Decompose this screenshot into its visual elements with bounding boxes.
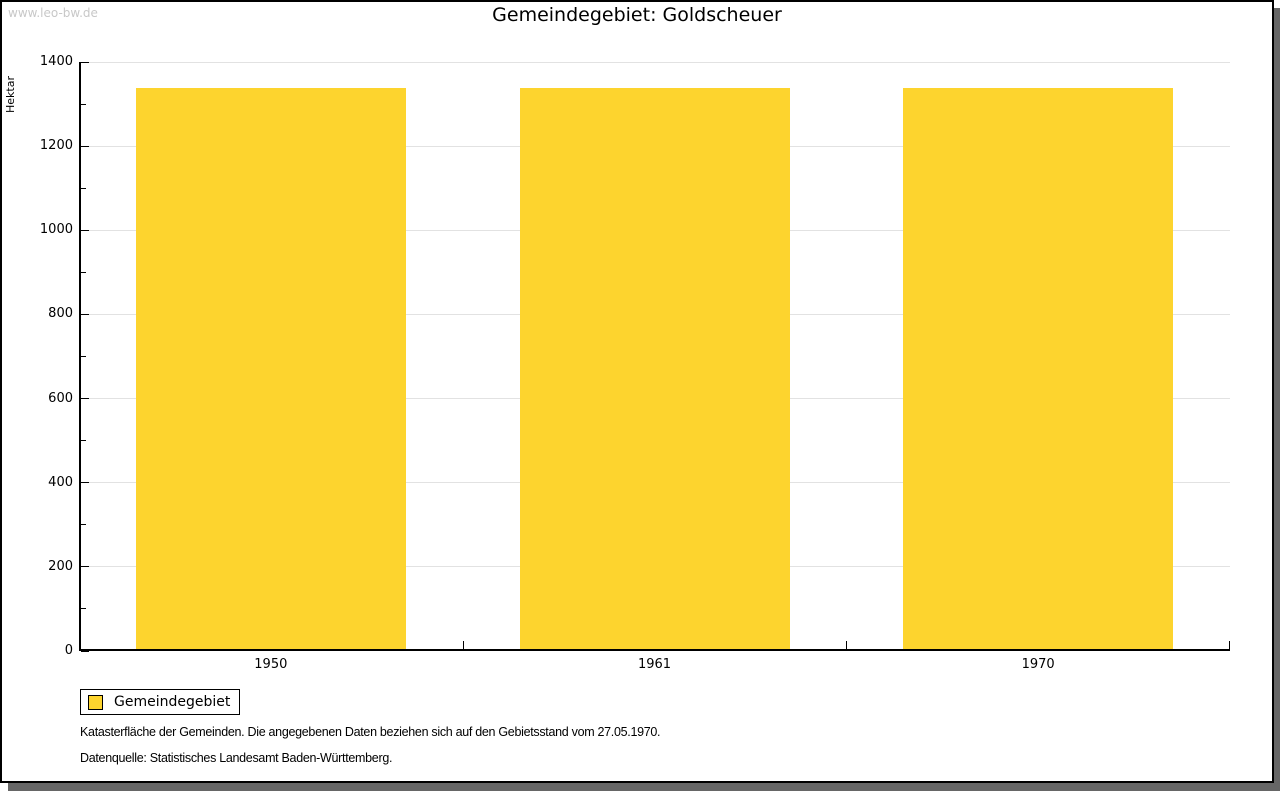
y-tick-1300 <box>81 103 86 105</box>
y-tick-800 <box>81 313 89 315</box>
watermark: www.leo-bw.de <box>8 6 98 20</box>
y-tick-label-1400: 1400 <box>39 54 73 69</box>
footnote-source-note: Katasterfläche der Gemeinden. Die angege… <box>80 725 661 739</box>
x-tick-label-1961: 1961 <box>637 657 672 672</box>
legend-swatch <box>88 694 103 710</box>
y-tick-300 <box>81 524 86 526</box>
x-boundary-tick-1 <box>462 641 464 649</box>
legend: Gemeindegebiet <box>80 689 241 715</box>
y-tick-label-0: 0 <box>64 643 73 658</box>
y-tick-400 <box>81 482 89 484</box>
y-tick-label-800: 800 <box>48 306 73 322</box>
bar-1950 <box>135 87 406 651</box>
y-tick-label-200: 200 <box>48 558 73 574</box>
chart-title: Gemeindegebiet: Goldscheuer <box>492 4 782 26</box>
y-tick-label-1200: 1200 <box>39 138 73 154</box>
y-tick-700 <box>81 356 86 357</box>
y-tick-200 <box>81 566 89 568</box>
y-tick-label-400: 400 <box>48 474 73 490</box>
y-tick-1200 <box>81 145 89 147</box>
y-tick-600 <box>81 398 89 400</box>
y-tick-label-600: 600 <box>48 390 73 406</box>
bar-1961 <box>519 87 790 651</box>
y-tick-500 <box>81 440 86 442</box>
y-tick-0 <box>81 650 89 652</box>
y-tick-100 <box>81 608 86 610</box>
x-tick-label-1970: 1970 <box>1021 657 1055 672</box>
x-boundary-tick-2 <box>846 641 848 649</box>
y-axis-title: Hektar <box>4 76 17 114</box>
bar-1970 <box>903 87 1174 651</box>
legend-label: Gemeindegebiet <box>114 694 231 710</box>
x-tick-label-1950: 1950 <box>254 657 288 672</box>
plot-area: 0 200 400 600 800 1000 1200 1400 1950 1961 1970 <box>40 54 1230 672</box>
x-boundary-tick-3 <box>1229 641 1230 649</box>
y-tick-label-1000: 1000 <box>39 222 73 238</box>
gridline-y-1400 <box>79 61 1230 63</box>
x-axis-line <box>79 649 1230 651</box>
footnote-data-source: Datenquelle: Statistisches Landesamt Bad… <box>80 751 393 765</box>
y-tick-1000 <box>81 229 89 231</box>
y-tick-1100 <box>81 187 86 189</box>
y-tick-1400 <box>81 61 89 63</box>
y-axis-line <box>79 62 81 651</box>
y-tick-900 <box>81 271 86 273</box>
